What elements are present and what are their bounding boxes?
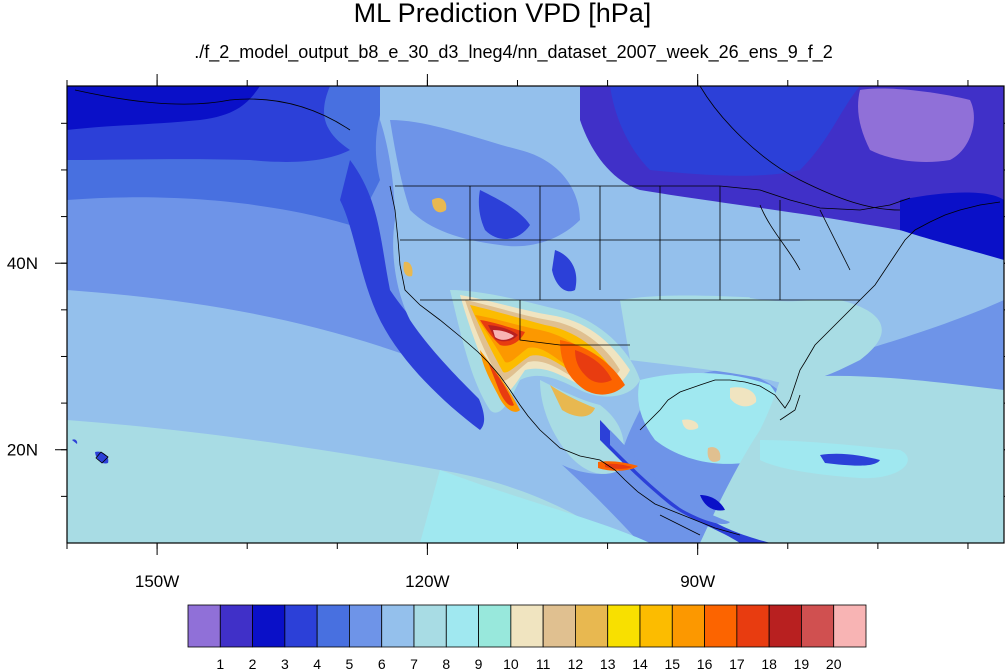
- y-tick-label: 40N: [7, 254, 38, 273]
- colorbar-level-label: 8: [442, 656, 450, 672]
- colorbar-level-label: 19: [794, 656, 810, 672]
- colorbar-level-label: 1: [216, 656, 224, 672]
- colorbar-swatch: [316, 604, 350, 648]
- colorbar-level-label: 7: [410, 656, 418, 672]
- colorbar-level-label: 16: [697, 656, 713, 672]
- colorbar-swatch: [639, 604, 673, 648]
- map-title: ML Prediction VPD [hPa]: [353, 0, 652, 28]
- colorbar-level-label: 13: [600, 656, 616, 672]
- x-tick-label: 90W: [680, 572, 715, 591]
- colorbar-level-label: 15: [664, 656, 680, 672]
- colorbar-swatch: [187, 604, 221, 648]
- colorbar-swatch: [575, 604, 609, 648]
- colorbar-level-label: 18: [761, 656, 777, 672]
- colorbar-swatch: [252, 604, 286, 648]
- colorbar-level-label: 11: [536, 656, 551, 672]
- colorbar-level-label: 3: [281, 656, 289, 672]
- colorbar-swatch: [478, 604, 512, 648]
- x-tick-label: 150W: [135, 572, 179, 591]
- colorbar-level-label: 10: [503, 656, 519, 672]
- colorbar-level-label: 12: [568, 656, 584, 672]
- colorbar-swatch: [413, 604, 447, 648]
- colorbar-level-label: 2: [249, 656, 257, 672]
- colorbar-swatch: [445, 604, 479, 648]
- axis-tick-labels: 150W 120W 90W 40N 20N: [7, 254, 715, 591]
- colorbar-labels: 1 2 3 4 5 6 7 8 9 10 11 12 13 14 15 16 17 18 19 20: [216, 656, 841, 672]
- colorbar-swatch: [736, 604, 770, 648]
- colorbar-level-label: 17: [729, 656, 745, 672]
- axis-ticks: [55, 74, 1005, 555]
- colorbar-swatch: [607, 604, 641, 648]
- colorbar-swatch: [671, 604, 705, 648]
- colorbar-swatch: [219, 604, 253, 648]
- colorbar-swatch: [833, 604, 867, 648]
- colorbar-level-label: 6: [378, 656, 386, 672]
- map-frame: [66, 85, 1005, 544]
- colorbar-swatch: [381, 604, 415, 648]
- vpd-field: [67, 86, 1004, 543]
- x-tick-label: 120W: [405, 572, 449, 591]
- colorbar-level-label: 20: [826, 656, 842, 672]
- colorbar-swatch: [542, 604, 576, 648]
- y-tick-label: 20N: [7, 441, 38, 460]
- colorbar-level-label: 5: [346, 656, 354, 672]
- colorbar-level-label: 4: [313, 656, 321, 672]
- colorbar-swatch: [349, 604, 383, 648]
- colorbar-swatch: [704, 604, 738, 648]
- colorbar-swatch: [801, 604, 835, 648]
- map-subtitle: ./f_2_model_output_b8_e_30_d3_lneg4/nn_d…: [194, 42, 833, 62]
- colorbar-level-label: 9: [475, 656, 483, 672]
- colorbar: [187, 604, 867, 648]
- colorbar-level-label: 14: [632, 656, 648, 672]
- colorbar-swatch: [284, 604, 318, 648]
- colorbar-swatch: [768, 604, 802, 648]
- colorbar-swatch: [510, 604, 544, 648]
